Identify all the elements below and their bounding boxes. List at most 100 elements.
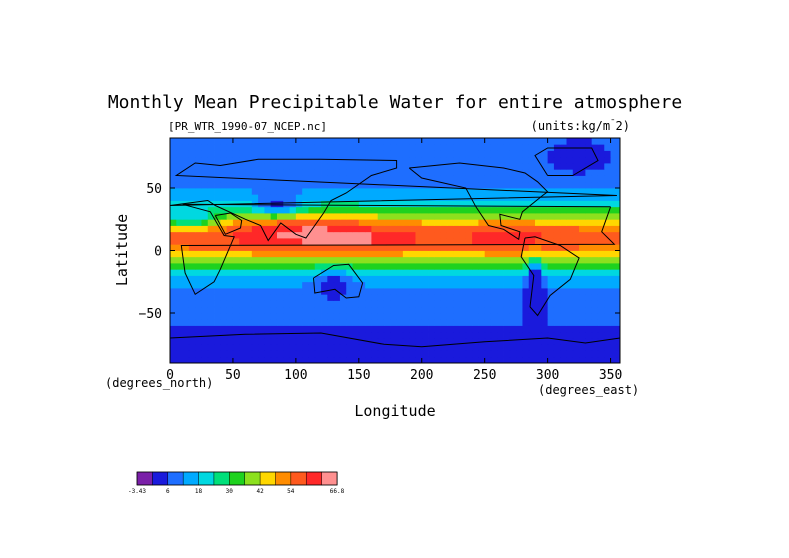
heatmap-cell (528, 306, 536, 314)
heatmap-cell (232, 288, 240, 295)
heatmap-cell (402, 206, 410, 214)
heatmap-cell (226, 319, 234, 326)
heatmap-cell (327, 281, 335, 289)
heatmap-cell (402, 144, 410, 151)
africa-outline (180, 203, 616, 296)
heatmap-cell (604, 163, 611, 170)
heatmap-cell (415, 188, 423, 195)
heatmap-cell (509, 281, 517, 289)
heatmap-cell (453, 244, 460, 251)
heatmap-cell (308, 319, 316, 326)
heatmap-cell (585, 188, 593, 195)
heatmap-cell (428, 294, 435, 301)
heatmap-cell (346, 300, 353, 308)
heatmap-cell (541, 275, 549, 283)
heatmap-cell (264, 256, 272, 264)
heatmap-cell (182, 163, 190, 170)
heatmap-cell (327, 325, 335, 333)
heatmap-cell (371, 150, 379, 158)
heatmap-cell (597, 313, 605, 320)
heatmap-cell (365, 231, 372, 239)
heatmap-cell (459, 319, 467, 326)
heatmap-cell (446, 188, 454, 195)
heatmap-cell (428, 344, 435, 351)
heatmap-cell (566, 263, 574, 270)
heatmap-cell (421, 356, 429, 364)
heatmap-cell (597, 306, 605, 314)
heatmap-cell (188, 181, 196, 189)
heatmap-cell (453, 275, 460, 283)
heatmap-cell (390, 356, 397, 364)
heatmap-cell (201, 213, 209, 220)
heatmap-cell (585, 156, 593, 164)
heatmap-field (170, 138, 621, 364)
heatmap-cell (207, 169, 215, 176)
heatmap-cell (453, 338, 460, 345)
heatmap-cell (195, 244, 202, 251)
heatmap-cell (289, 213, 297, 220)
heatmap-cell (465, 325, 473, 333)
heatmap-cell (522, 200, 530, 208)
heatmap-cell (446, 200, 454, 208)
heatmap-cell (321, 325, 328, 333)
heatmap-cell (232, 206, 240, 214)
heatmap-cell (358, 356, 366, 364)
heatmap-cell (358, 256, 366, 264)
heatmap-cell (214, 294, 221, 301)
heatmap-cell (377, 344, 385, 351)
heatmap-cell (264, 344, 272, 351)
heatmap-cell (390, 244, 397, 251)
heatmap-cell (453, 238, 460, 245)
heatmap-cell (579, 263, 586, 270)
heatmap-cell (321, 319, 328, 326)
heatmap-cell (207, 344, 215, 351)
heatmap-cell (170, 350, 177, 358)
heatmap-cell (302, 225, 309, 233)
heatmap-cell (421, 250, 429, 258)
heatmap-cell (270, 244, 278, 251)
heatmap-cell (339, 231, 347, 239)
heatmap-cell (220, 194, 228, 201)
heatmap-cell (553, 213, 561, 220)
heatmap-cell (553, 225, 561, 233)
heatmap-cell (232, 169, 240, 176)
heatmap-cell (295, 163, 303, 170)
heatmap-cell (276, 194, 284, 201)
heatmap-cell (358, 238, 366, 245)
heatmap-cell (484, 300, 492, 308)
x-tick-label: 50 (225, 368, 241, 383)
heatmap-cell (566, 356, 574, 364)
heatmap-cell (365, 169, 372, 176)
heatmap-cell (459, 144, 467, 151)
heatmap-cell (308, 231, 316, 239)
heatmap-cell (428, 206, 435, 214)
heatmap-cell (283, 219, 290, 226)
heatmap-cell (371, 288, 379, 295)
heatmap-cell (446, 275, 454, 283)
heatmap-cell (276, 281, 284, 289)
heatmap-cell (327, 319, 335, 326)
heatmap-cell (314, 331, 322, 339)
heatmap-cell (446, 181, 454, 189)
heatmap-cell (214, 250, 221, 258)
heatmap-cell (308, 338, 316, 345)
heatmap-cell (258, 225, 265, 233)
heatmap-cell (428, 169, 435, 176)
heatmap-cell (610, 263, 618, 270)
heatmap-cell (572, 150, 580, 158)
heatmap-cell (604, 156, 611, 164)
heatmap-cell (453, 150, 460, 158)
heatmap-cell (591, 331, 599, 339)
heatmap-cell (579, 194, 586, 201)
heatmap-cell (308, 288, 316, 295)
heatmap-cell (245, 294, 253, 301)
heatmap-cell (472, 150, 479, 158)
heatmap-cell (522, 256, 530, 264)
heatmap-cell (207, 175, 215, 183)
heatmap-cell (276, 219, 284, 226)
heatmap-cell (604, 231, 611, 239)
heatmap-cell (547, 206, 555, 214)
heatmap-cell (188, 238, 196, 245)
heatmap-cell (535, 250, 542, 258)
heatmap-cell (428, 219, 435, 226)
